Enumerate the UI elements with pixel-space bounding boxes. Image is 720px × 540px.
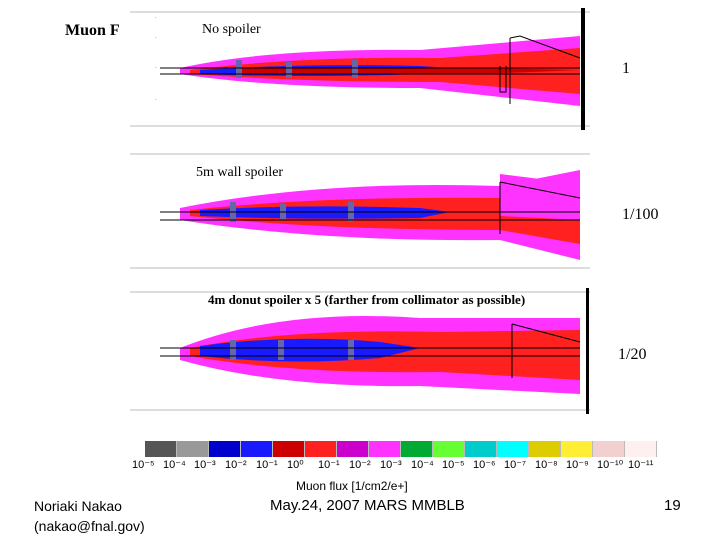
colorbar-swatch [497,441,529,457]
colorbar-tick-label: 10⁻¹¹ [628,459,654,471]
panel-label: 5m wall spoiler [196,165,284,180]
colorbar-swatch [561,441,593,457]
colorbar-tick-label: 10⁻⁵ [442,459,465,471]
ratio-label: 1/20 [618,346,647,363]
colorbar-swatch [593,441,625,457]
colorbar-tick-label: 10⁻² [349,459,371,471]
panel-label: No spoiler [202,22,261,37]
colorbar-label: Muon flux [1/cm2/e+] [296,479,408,493]
author-block: Noriaki Nakao (nakao@fnal.gov) [34,496,145,536]
colorbar-tick-label: 10⁻³ [380,459,402,471]
colorbar-swatch [241,441,273,457]
colorbar-swatch [145,441,177,457]
colorbar-swatch [273,441,305,457]
colorbar-tick-label: 10⁻⁷ [504,459,527,471]
author-email: (nakao@fnal.gov) [34,518,145,534]
ratio-label: 1 [622,60,630,77]
tick-labels: .... [154,13,158,102]
flux-map-panel-donut-spoiler: 4m donut spoiler x 5 (farther from colli… [120,288,590,414]
colorbar-swatch [369,441,401,457]
page-number: 19 [664,497,681,514]
colorbar-tick-label: 10⁰ [287,459,304,471]
svg-text:.: . [154,95,158,102]
colorbar-swatch [625,441,657,457]
colorbar-tick-label: 10⁻⁶ [473,459,496,471]
colorbar-swatch [465,441,497,457]
colorbar-tick-label: 10⁻⁹ [566,459,589,471]
colorbar-swatch [401,441,433,457]
colorbar-tick-label: 10⁻⁴ [411,459,434,471]
colorbar-swatch [529,441,561,457]
colorbar-tick-label: 10⁻¹⁰ [597,459,624,471]
panel-label: 4m donut spoiler x 5 (farther from colli… [208,292,526,307]
svg-text:.: . [154,33,158,40]
colorbar-swatch [337,441,369,457]
svg-text:.: . [154,13,158,20]
colorbar-swatch [433,441,465,457]
colorbar-tick-label: 10⁻⁵ [132,459,155,471]
colorbar-tick-label: 10⁻⁸ [535,459,558,471]
colorbar-swatch [305,441,337,457]
flux-map-wall-spoiler [130,153,590,269]
author-name: Noriaki Nakao [34,498,122,514]
colorbar-tick-label: 10⁻⁴ [163,459,186,471]
flux-map-no-spoiler: .... [130,8,590,130]
colorbar-tick-label: 10⁻¹ [256,459,278,471]
flux-map-panel-wall-spoiler: 5m wall spoiler [120,150,590,272]
colorbar [145,441,657,457]
colorbar-swatch [177,441,209,457]
colorbar-swatch [209,441,241,457]
svg-text:.: . [154,63,158,70]
ratio-label: 1/100 [622,206,659,223]
colorbar-tick-label: 10⁻¹ [318,459,340,471]
colorbar-tick-label: 10⁻³ [194,459,216,471]
colorbar-tick-label: 10⁻² [225,459,247,471]
colorbar-ticks: 10⁻⁵ 10⁻⁴ 10⁻³ 10⁻² 10⁻¹ 10⁰ 10⁻¹ 10⁻² 10⁻³ 10⁻⁴ 1… [132,458,672,472]
event-label: May.24, 2007 MARS MMBLB [270,497,465,514]
flux-map-donut-spoiler [130,288,590,414]
flux-map-panel-no-spoiler: .... No spoiler [120,8,590,130]
